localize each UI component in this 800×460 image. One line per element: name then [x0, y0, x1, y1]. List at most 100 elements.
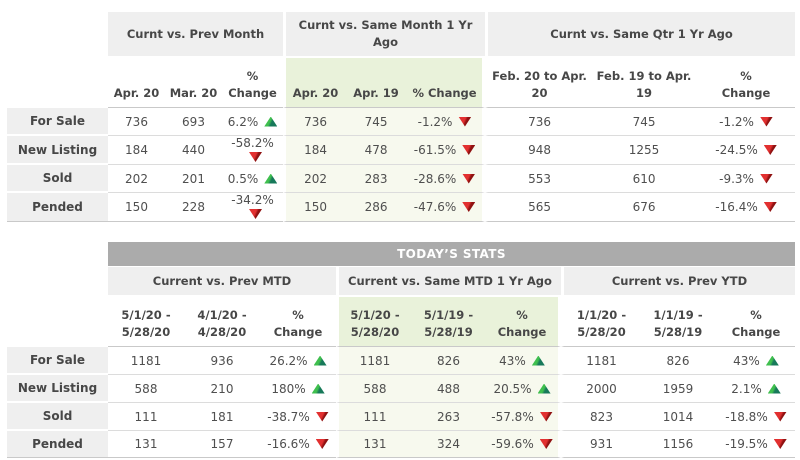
cell-value: -19.5% — [725, 437, 768, 451]
row-label: New Listing — [7, 375, 108, 403]
cell-value: -9.3% — [719, 171, 754, 186]
cell-value: 736 — [304, 114, 327, 129]
percent-cell: -16.4% — [697, 193, 796, 222]
column-header: Feb. 20 to Apr. 20 — [485, 58, 592, 108]
value-cell: 324 — [411, 431, 486, 458]
table-row: Pended 150 228 -34.2% 150 286 -47.6% 565 676 -16.… — [7, 193, 796, 222]
column-header: Feb. 19 to Apr. 19 — [591, 58, 698, 108]
value-cell: 131 — [108, 431, 184, 458]
cell-value: 1156 — [662, 437, 694, 451]
cell-value: 184 — [304, 143, 327, 157]
cell-value: 43% — [733, 353, 760, 368]
value-cell: 553 — [485, 165, 592, 193]
cell-value: 745 — [632, 114, 656, 129]
column-header: % Change — [260, 297, 336, 347]
cell-value: -1.2% — [417, 114, 453, 129]
todays-stats-table: TODAY’S STATS Current vs. Prev MTD Curre… — [7, 242, 795, 458]
trend-down-icon — [462, 173, 476, 184]
trend-down-icon — [763, 145, 777, 155]
table-row: For Sale 736 693 6.2% 736 745 -1.2% 736 745 -1.2% — [7, 108, 796, 136]
value-cell: 931 — [561, 431, 639, 458]
cell-value: 181 — [210, 409, 234, 424]
cell-value: 201 — [182, 171, 205, 186]
cell-value: -24.5% — [715, 143, 758, 157]
percent-cell: 180% — [260, 375, 336, 403]
percent-cell: 0.5% — [222, 165, 284, 193]
value-cell: 588 — [336, 375, 411, 403]
cell-value: -47.6% — [413, 200, 457, 214]
row-label: Sold — [7, 165, 108, 193]
percent-cell: -34.2% — [222, 193, 284, 222]
column-header: % Change — [407, 58, 486, 108]
trend-down-icon — [315, 411, 329, 422]
value-cell: 488 — [411, 375, 486, 403]
value-cell: 588 — [108, 375, 184, 403]
trend-down-icon — [773, 411, 787, 422]
table-row: For Sale 1181 936 26.2% 1181 826 43% 1181 826 43% — [7, 347, 795, 375]
column-header: % Change — [717, 297, 795, 347]
value-cell: 693 — [165, 108, 222, 136]
cell-value: 488 — [437, 381, 460, 396]
group-header-curnt-vs-prev-month: Curnt vs. Prev Month — [108, 12, 284, 58]
cell-value: 283 — [364, 171, 388, 186]
cell-value: 693 — [182, 114, 205, 129]
cell-value: 202 — [304, 171, 327, 186]
value-cell: 826 — [639, 347, 717, 375]
cell-value: 6.2% — [227, 114, 259, 129]
trend-down-icon — [539, 411, 553, 422]
value-cell: 228 — [165, 193, 222, 222]
spacer-cell — [7, 12, 108, 58]
cell-value: 745 — [364, 114, 388, 129]
value-cell: 263 — [411, 403, 486, 431]
cell-value: 553 — [528, 171, 551, 186]
cell-value: 736 — [528, 114, 551, 129]
percent-cell: -57.8% — [486, 403, 561, 431]
value-cell: 184 — [283, 136, 346, 165]
value-cell: 2000 — [561, 375, 639, 403]
cell-value: 676 — [632, 200, 656, 214]
column-header: % Change — [697, 58, 796, 108]
value-cell: 610 — [591, 165, 698, 193]
group-header-current-vs-prev-ytd: Current vs. Prev YTD — [561, 267, 795, 297]
value-cell: 286 — [345, 193, 408, 222]
value-cell: 440 — [165, 136, 222, 165]
cell-value: 131 — [134, 437, 158, 451]
cell-value: 157 — [210, 437, 234, 451]
cell-value: 180% — [271, 381, 306, 396]
cell-value: 1959 — [662, 381, 694, 396]
value-cell: 201 — [165, 165, 222, 193]
value-cell: 1156 — [639, 431, 717, 458]
row-label: For Sale — [7, 347, 108, 375]
column-header-row: Apr. 20 Mar. 20 % Change Apr. 20 Apr. 19… — [7, 58, 796, 108]
trend-down-icon — [315, 439, 329, 449]
value-cell: 1181 — [561, 347, 639, 375]
cell-value: -38.7% — [267, 409, 310, 424]
column-header: % Change — [222, 58, 284, 108]
percent-cell: -38.7% — [260, 403, 336, 431]
value-cell: 1255 — [591, 136, 698, 165]
column-header: Apr. 20 — [283, 58, 346, 108]
trend-down-icon — [249, 152, 263, 162]
cell-value: 936 — [210, 353, 234, 368]
table-row: New Listing 184 440 -58.2% 184 478 -61.5% 948 12… — [7, 136, 796, 165]
trend-up-icon — [311, 383, 325, 394]
column-header: 1/1/20 - 5/28/20 — [561, 297, 639, 347]
value-cell: 736 — [283, 108, 346, 136]
cell-value: -16.6% — [267, 437, 310, 451]
row-label: New Listing — [7, 136, 108, 165]
percent-cell: -61.5% — [407, 136, 486, 165]
column-header: % Change — [486, 297, 561, 347]
column-header: 5/1/19 - 5/28/19 — [411, 297, 486, 347]
value-cell: 826 — [411, 347, 486, 375]
cell-value: 565 — [528, 200, 551, 214]
cell-value: 736 — [125, 114, 148, 129]
cell-value: -34.2% — [231, 193, 274, 207]
group-header-current-vs-same-mtd: Current vs. Same MTD 1 Yr Ago — [336, 267, 561, 297]
value-cell: 111 — [108, 403, 184, 431]
cell-value: -28.6% — [413, 171, 457, 186]
trend-up-icon — [765, 355, 779, 366]
percent-cell: -9.3% — [697, 165, 796, 193]
percent-cell: -16.6% — [260, 431, 336, 458]
cell-value: 2.1% — [731, 381, 762, 396]
